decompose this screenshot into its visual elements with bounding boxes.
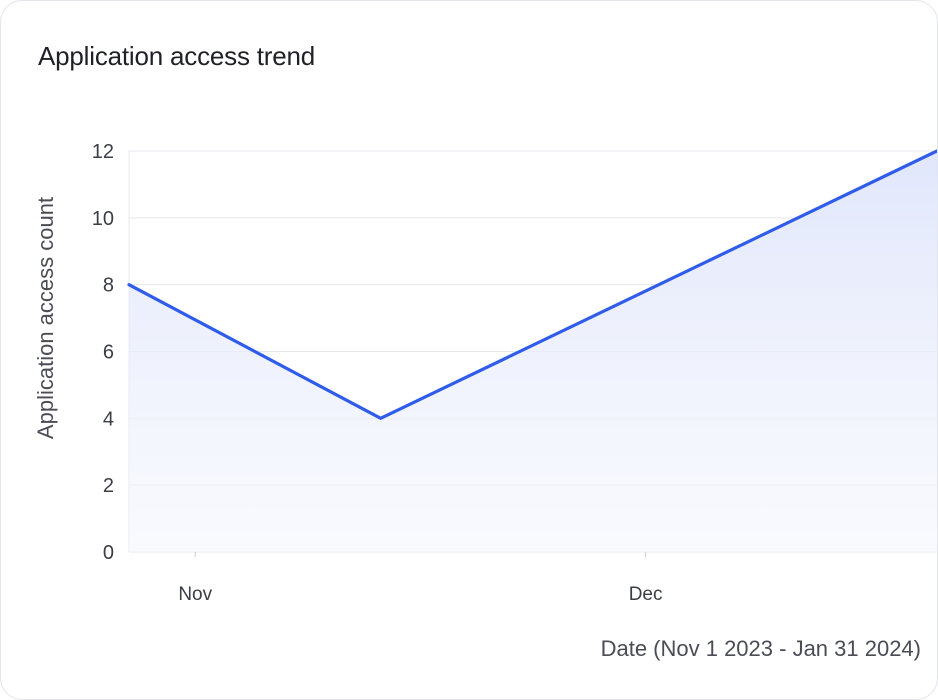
y-tick-label: 2 [103,475,114,497]
y-tick-label: 10 [92,208,114,230]
series-line [127,149,937,420]
chart-title: Application access trend [38,41,316,71]
y-tick-label: 8 [103,275,114,297]
series-area [129,151,937,552]
x-tick-label: Dec [629,584,663,605]
x-axis-ticks: Nov Dec [178,552,662,605]
y-axis-ticks: 0 2 4 6 8 10 12 [92,141,114,564]
y-tick-label: 12 [92,141,114,163]
y-axis-title: Application access count [33,197,58,439]
y-tick-label: 6 [103,342,114,364]
line-layer [127,149,937,420]
y-tick-label: 0 [103,542,114,564]
y-tick-label: 4 [103,408,114,430]
x-axis-title: Date (Nov 1 2023 - Jan 31 2024) [601,636,921,661]
x-tick-label: Nov [178,584,212,605]
area-layer [129,151,937,552]
